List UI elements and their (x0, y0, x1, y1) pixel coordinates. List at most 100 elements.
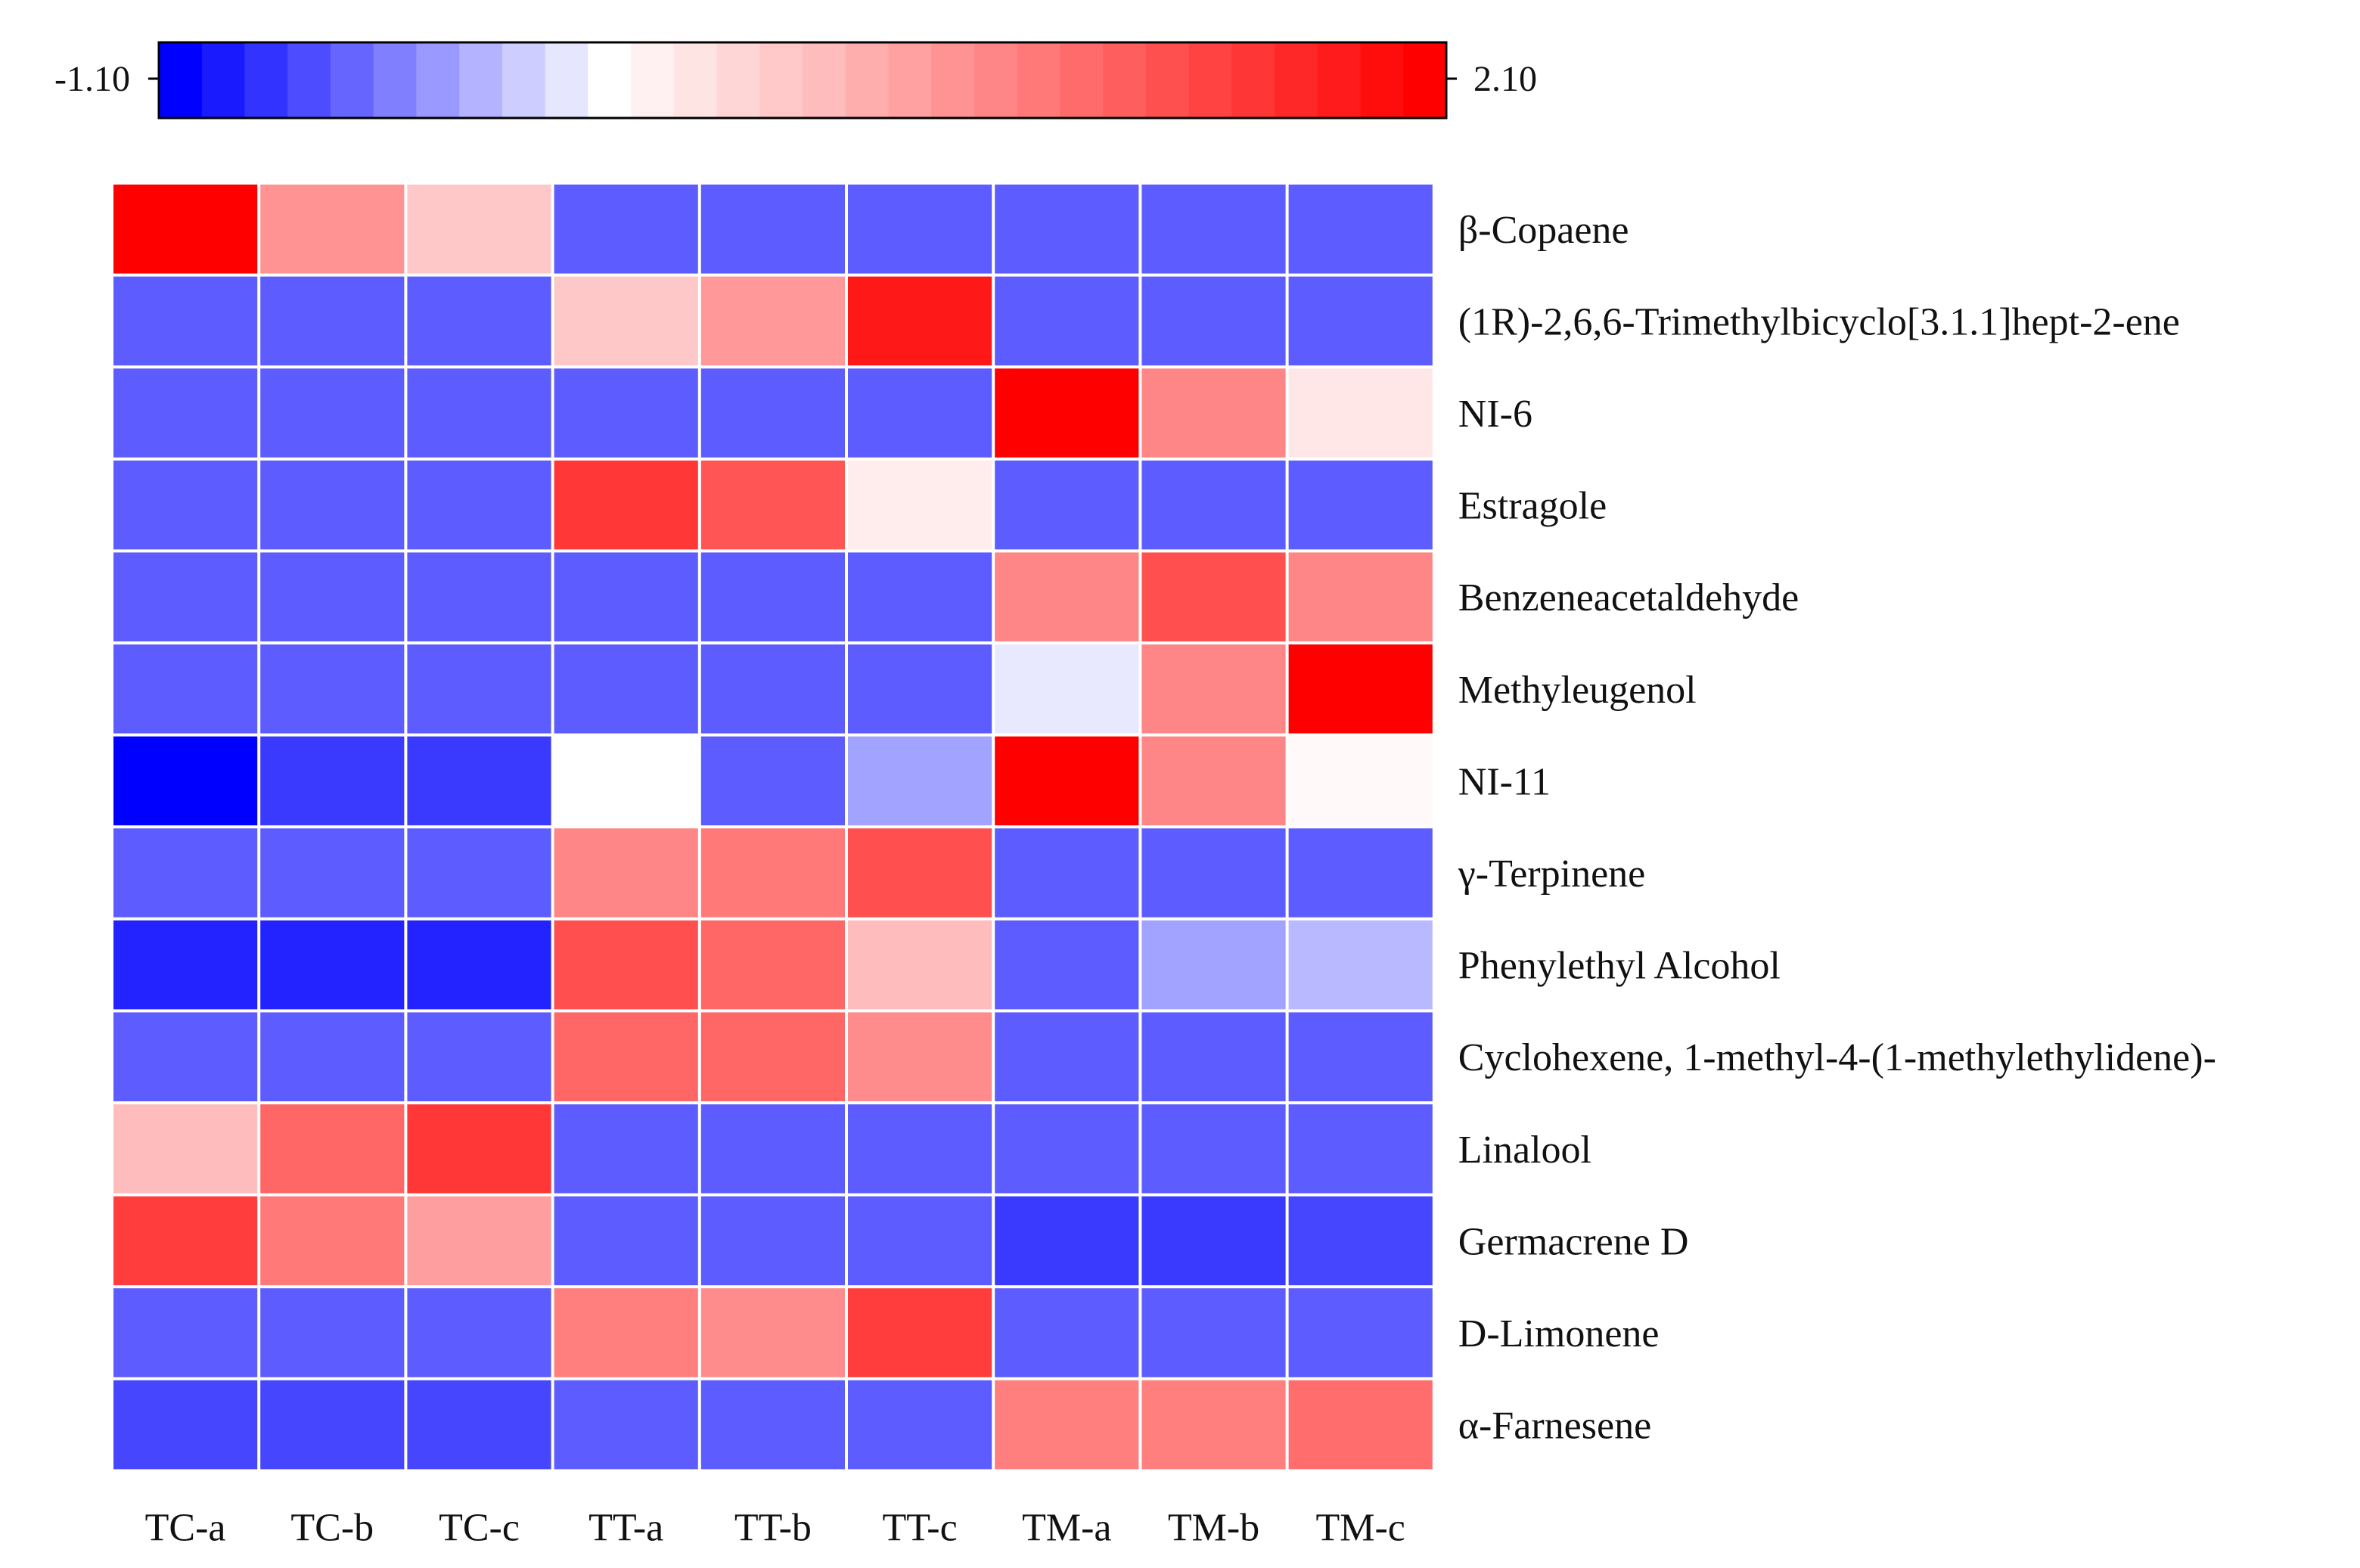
heatmap-cell (1288, 736, 1433, 826)
column-label: TC-b (290, 1506, 374, 1549)
colorbar-max-label: 2.10 (1473, 59, 1537, 99)
heatmap-cell (995, 552, 1139, 641)
heatmap-cell (995, 736, 1139, 826)
row-label: Germacrene D (1458, 1220, 1689, 1263)
row-label: β-Copaene (1458, 209, 1629, 252)
heatmap-cell (260, 1012, 405, 1101)
column-labels: TC-a TC-b TC-c TT-a TT-b TT-c TM-a TM-b TM-c (145, 1506, 1405, 1549)
heatmap-cell (1288, 1104, 1433, 1194)
heatmap-cell (1288, 1288, 1433, 1377)
heatmap-cell (848, 276, 992, 366)
colorbar-step (673, 42, 718, 118)
heatmap-cell (260, 828, 405, 918)
colorbar-step (1275, 42, 1318, 118)
heatmap-cell (1141, 920, 1286, 1010)
heatmap-cell (700, 644, 845, 734)
row-labels: β-Copaene (1R)-2,6,6-Trimethylbicyclo[3.1… (1458, 209, 2216, 1448)
heatmap-cell (1288, 460, 1433, 550)
heatmap-cell (848, 1012, 992, 1101)
heatmap-cell (113, 828, 258, 918)
heatmap-cell (113, 1104, 258, 1194)
heatmap-cell (848, 460, 992, 550)
heatmap-cell (407, 1012, 551, 1101)
heatmap-cell (260, 185, 405, 274)
heatmap-cell (1141, 1196, 1286, 1286)
heatmap-cell (407, 368, 551, 458)
heatmap-cell (407, 552, 551, 641)
row-label: α-Farnesene (1458, 1405, 1651, 1448)
row-label: D-Limonene (1458, 1312, 1660, 1355)
heatmap-cell (1288, 185, 1433, 274)
heatmap-cell (554, 1380, 698, 1470)
heatmap-cell (1141, 368, 1286, 458)
colorbar-step (716, 42, 760, 118)
heatmap-cell (407, 920, 551, 1010)
heatmap-cell (554, 644, 698, 734)
heatmap-cell (995, 920, 1139, 1010)
heatmap-cell (554, 185, 698, 274)
heatmap-cell (995, 644, 1139, 734)
row-label: γ-Terpinene (1458, 852, 1645, 896)
heatmap-cell (113, 552, 258, 641)
column-label: TM-a (1022, 1506, 1111, 1549)
heatmap-cell (1288, 1012, 1433, 1101)
heatmap-cell (700, 1104, 845, 1194)
heatmap-cell (407, 1288, 551, 1377)
heatmap-cell (1141, 185, 1286, 274)
colorbar-step (845, 42, 890, 118)
heatmap-cell (1141, 460, 1286, 550)
heatmap-cell (848, 828, 992, 918)
column-label: TT-c (883, 1506, 958, 1549)
heatmap-cell (848, 920, 992, 1010)
heatmap-cell (113, 1288, 258, 1377)
row-label: Linalool (1458, 1129, 1591, 1172)
heatmap-cell (260, 1288, 405, 1377)
column-label: TT-b (734, 1506, 812, 1549)
heatmap-cell (113, 185, 258, 274)
colorbar-step (1360, 42, 1404, 118)
column-label: TM-b (1168, 1506, 1259, 1549)
heatmap-cell (995, 368, 1139, 458)
heatmap-cell (848, 552, 992, 641)
heatmap-cell (1141, 552, 1286, 641)
colorbar-step (888, 42, 932, 118)
row-label: Cyclohexene, 1-methyl-4-(1-methylethylid… (1458, 1036, 2216, 1079)
heatmap-cell (848, 1196, 992, 1286)
heatmap-cell (700, 828, 845, 918)
heatmap-cell (700, 368, 845, 458)
column-label: TT-a (588, 1506, 663, 1549)
colorbar-step (244, 42, 288, 118)
heatmap-cell (1288, 644, 1433, 734)
colorbar-step (287, 42, 331, 118)
heatmap-cell (260, 552, 405, 641)
heatmap-cell (407, 828, 551, 918)
heatmap-cell (554, 460, 698, 550)
heatmap-cell (113, 736, 258, 826)
colorbar-step (803, 42, 846, 118)
heatmap-cell (554, 1104, 698, 1194)
colorbar-step (373, 42, 417, 118)
heatmap-cell (848, 1380, 992, 1470)
heatmap-cell (700, 1012, 845, 1101)
colorbar-step (502, 42, 546, 118)
row-label: Estragole (1458, 485, 1607, 528)
heatmap-cell (113, 276, 258, 366)
heatmap-cell (1141, 736, 1286, 826)
heatmap-cell (113, 460, 258, 550)
heatmap-cell (260, 1104, 405, 1194)
colorbar-step (1231, 42, 1275, 118)
heatmap-cell (407, 1380, 551, 1470)
heatmap-cell (1288, 920, 1433, 1010)
row-label: Benzeneacetaldehyde (1458, 576, 1799, 619)
heatmap-cell (407, 1104, 551, 1194)
heatmap-cell (407, 185, 551, 274)
heatmap-cell (1288, 276, 1433, 366)
heatmap-cell (1288, 368, 1433, 458)
colorbar-step (1017, 42, 1060, 118)
heatmap-cell (554, 552, 698, 641)
heatmap-cell (700, 1196, 845, 1286)
heatmap-cell (995, 1288, 1139, 1377)
column-label: TC-a (145, 1506, 226, 1549)
heatmap-cell (113, 1012, 258, 1101)
